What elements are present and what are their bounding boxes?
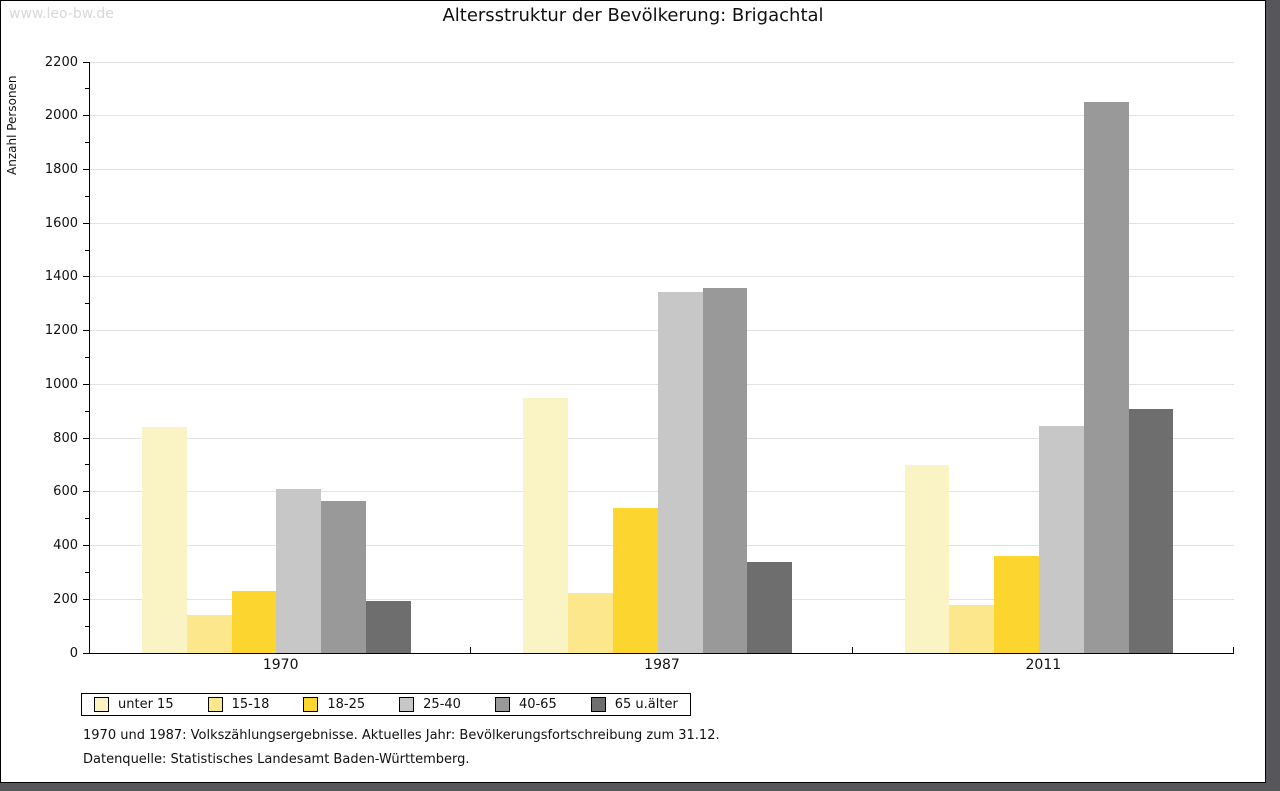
y-tick-major <box>83 330 89 332</box>
footnote-sources: 1970 und 1987: Volkszählungsergebnisse. … <box>83 728 720 743</box>
y-tick-label: 200 <box>53 591 78 607</box>
legend-item: 18-25 <box>303 697 365 712</box>
chart-title: Altersstruktur der Bevölkerung: Brigacht… <box>442 5 824 26</box>
legend-item: 25-40 <box>399 697 461 712</box>
legend-swatch-icon <box>494 697 510 712</box>
chart-canvas: www.leo-bw.de Altersstruktur der Bevölke… <box>0 0 1266 783</box>
legend-swatch-icon <box>399 697 415 712</box>
bar-unter-15-1970 <box>142 427 187 653</box>
bar-40-65-1987 <box>702 288 748 653</box>
bar-unter-15-1987 <box>523 398 569 653</box>
y-tick-minor <box>85 571 89 573</box>
y-tick-major <box>83 115 89 117</box>
y-tick-label: 1400 <box>44 269 78 285</box>
legend-item: 40-65 <box>494 697 557 712</box>
y-tick-minor <box>85 518 89 520</box>
legend-item: 15-18 <box>207 697 270 712</box>
bar-25-40-2011 <box>1039 426 1084 653</box>
bar-15-18-1987 <box>568 593 613 653</box>
legend-label: 15-18 <box>231 697 270 712</box>
bar-unter-15-2011 <box>904 465 950 653</box>
y-tick-minor <box>85 249 89 251</box>
plot-area: 0 200 400 600 800 1000 1200 1400 1600 1800 2000 220… <box>45 56 1234 673</box>
gridline <box>90 115 1234 117</box>
gridline <box>90 222 1234 224</box>
legend-label: 18-25 <box>327 697 366 712</box>
legend-label: 65 u.älter <box>614 697 678 712</box>
gridline <box>90 168 1234 170</box>
y-tick-minor <box>85 195 89 197</box>
y-tick-minor <box>85 142 89 144</box>
y-tick-label: 1800 <box>44 161 78 177</box>
y-tick-major <box>83 222 89 224</box>
y-tick-major <box>83 437 89 439</box>
legend-swatch-icon <box>590 697 606 712</box>
bar-25-40-1987 <box>657 292 703 653</box>
bar-40-65-2011 <box>1083 102 1129 653</box>
y-tick-label: 1600 <box>44 215 78 231</box>
x-tick <box>851 647 853 653</box>
y-tick-label: 1200 <box>44 323 78 339</box>
bar-25-40-1970 <box>276 489 322 653</box>
y-tick-major <box>83 276 89 278</box>
y-tick-label: 800 <box>53 430 78 446</box>
legend: unter 15 15-18 18-25 25-40 40-65 65 u.älter <box>81 693 691 716</box>
x-tick-label: 1987 <box>644 657 680 673</box>
legend-label: unter 15 <box>118 697 174 712</box>
footnote-dataquelle: Datenquelle: Statistisches Landesamt Bad… <box>83 752 470 767</box>
bar-18-25-2011 <box>994 556 1040 653</box>
legend-swatch-icon <box>207 697 223 712</box>
y-tick-minor <box>85 625 89 627</box>
y-tick-minor <box>85 464 89 466</box>
y-tick-label: 400 <box>53 538 78 554</box>
bar-65-u.älter-1987 <box>747 562 793 653</box>
gridline <box>90 276 1234 278</box>
x-tick <box>470 647 472 653</box>
y-axis-label: Anzahl Personen <box>5 75 19 175</box>
legend-label: 40-65 <box>518 697 557 712</box>
y-tick-label: 600 <box>53 484 78 500</box>
y-tick-major <box>83 61 89 63</box>
y-tick-minor <box>85 357 89 358</box>
legend-item: 65 u.älter <box>590 697 678 712</box>
bar-15-18-1970 <box>186 615 232 653</box>
legend-swatch-icon <box>303 697 319 712</box>
y-tick-major <box>83 491 89 493</box>
bar-40-65-1970 <box>321 501 366 653</box>
y-tick-label: 0 <box>69 645 78 661</box>
bar-15-18-2011 <box>949 605 995 653</box>
y-tick-label: 1000 <box>44 376 78 392</box>
y-tick-major <box>83 168 89 170</box>
x-tick-label: 1970 <box>262 657 299 673</box>
y-tick-major <box>83 652 89 654</box>
bar-18-25-1970 <box>231 591 277 653</box>
y-tick-major <box>83 598 89 600</box>
x-tick-label: 2011 <box>1025 657 1062 673</box>
gridline <box>90 61 1234 63</box>
legend-swatch-icon <box>94 697 109 712</box>
y-tick-minor <box>85 410 89 412</box>
bar-65-u.älter-1970 <box>366 601 411 653</box>
x-tick <box>1233 647 1234 653</box>
y-tick-minor <box>85 303 89 305</box>
y-tick-label: 2200 <box>44 54 78 70</box>
legend-label: 25-40 <box>423 697 461 712</box>
y-tick-label: 2000 <box>44 108 78 124</box>
watermark: www.leo-bw.de <box>9 6 114 22</box>
y-tick-minor <box>85 88 89 90</box>
bar-65-u.älter-2011 <box>1128 409 1174 653</box>
y-tick-major <box>83 383 89 385</box>
bar-18-25-1987 <box>612 508 658 653</box>
y-tick-major <box>83 545 89 547</box>
legend-item: unter 15 <box>94 697 174 712</box>
